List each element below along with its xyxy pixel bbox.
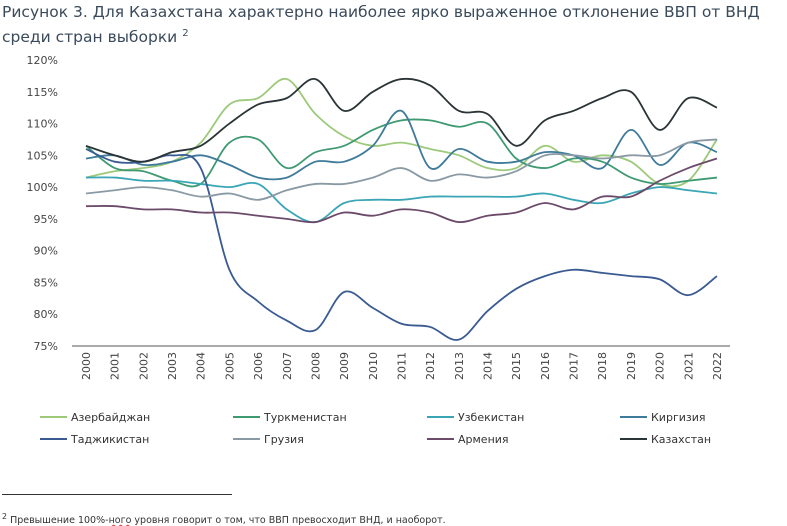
title-text: Рисунок 3. Для Казахстана характерно наи…	[2, 3, 760, 47]
line-chart: 75% 80% 85% 90% 95% 100% 105% 110% 115% 120% 2000 2…	[27, 54, 730, 446]
x-tick-label: 2016	[539, 352, 552, 380]
series-line-7	[85, 77, 718, 163]
x-tick-label: 2017	[568, 352, 581, 380]
x-tick-label: 2012	[424, 352, 437, 380]
y-tick-label: 120%	[27, 54, 58, 67]
legend-label: Грузия	[264, 433, 304, 446]
y-tick-label: 95%	[34, 213, 58, 226]
x-tick-label: 2020	[654, 352, 667, 380]
x-tick-label: 2004	[195, 352, 208, 380]
x-tick-label: 2010	[367, 352, 380, 380]
y-tick-label: 80%	[34, 308, 58, 321]
footnote-mark: 2	[182, 28, 189, 39]
x-tick-label: 2022	[711, 352, 724, 380]
legend-label: Киргизия	[651, 411, 705, 424]
footnote-text-2: ного	[108, 515, 132, 526]
x-tick-label: 2002	[137, 352, 150, 380]
y-tick-label: 115%	[27, 86, 58, 99]
y-tick-label: 85%	[34, 276, 58, 289]
x-tick-label: 2013	[453, 352, 466, 380]
legend-label: Азербайджан	[71, 411, 150, 424]
y-tick-label: 100%	[27, 181, 58, 194]
footnote-number: 2	[2, 512, 8, 521]
x-tick-label: 2000	[80, 352, 93, 380]
x-tick-label: 2009	[338, 352, 351, 380]
x-tick-label: 2011	[395, 352, 408, 380]
series-line-0	[85, 78, 718, 188]
footnote-text-1: Превышение 100%-	[10, 515, 109, 526]
x-tick-label: 2018	[596, 352, 609, 380]
y-tick-label: 110%	[27, 118, 58, 131]
x-tick-label: 2006	[252, 352, 265, 380]
x-tick-label: 2014	[482, 352, 495, 380]
series-line-5	[85, 138, 718, 201]
legend-label: Туркменистан	[263, 411, 347, 424]
series-line-3	[85, 109, 718, 181]
x-tick-label: 2001	[109, 352, 122, 380]
legend-label: Казахстан	[651, 433, 711, 446]
footnote-text-3: уровня говорит о том, что ВВП превосходи…	[131, 515, 446, 526]
x-tick-label: 2003	[166, 352, 179, 380]
x-tick-label: 2015	[510, 352, 523, 380]
series-line-4	[85, 148, 718, 341]
x-tick-label: 2007	[281, 352, 294, 380]
series-line-6	[85, 157, 718, 224]
series-line-2	[85, 176, 718, 223]
figure-title: Рисунок 3. Для Казахстана характерно наи…	[2, 2, 782, 48]
series-line-1	[85, 118, 718, 188]
x-tick-label: 2021	[682, 352, 695, 380]
x-tick-label: 2019	[625, 352, 638, 380]
footnote-divider	[2, 494, 232, 495]
footnote: 2 Превышение 100%-ного уровня говорит о …	[2, 512, 446, 526]
legend-label: Армения	[458, 433, 509, 446]
x-tick-label: 2005	[223, 352, 236, 380]
y-tick-label: 75%	[34, 340, 58, 353]
y-tick-label: 90%	[34, 245, 58, 258]
legend-label: Узбекистан	[458, 411, 524, 424]
x-tick-label: 2008	[309, 352, 322, 380]
legend-label: Таджикистан	[70, 433, 149, 446]
y-tick-label: 105%	[27, 149, 58, 162]
